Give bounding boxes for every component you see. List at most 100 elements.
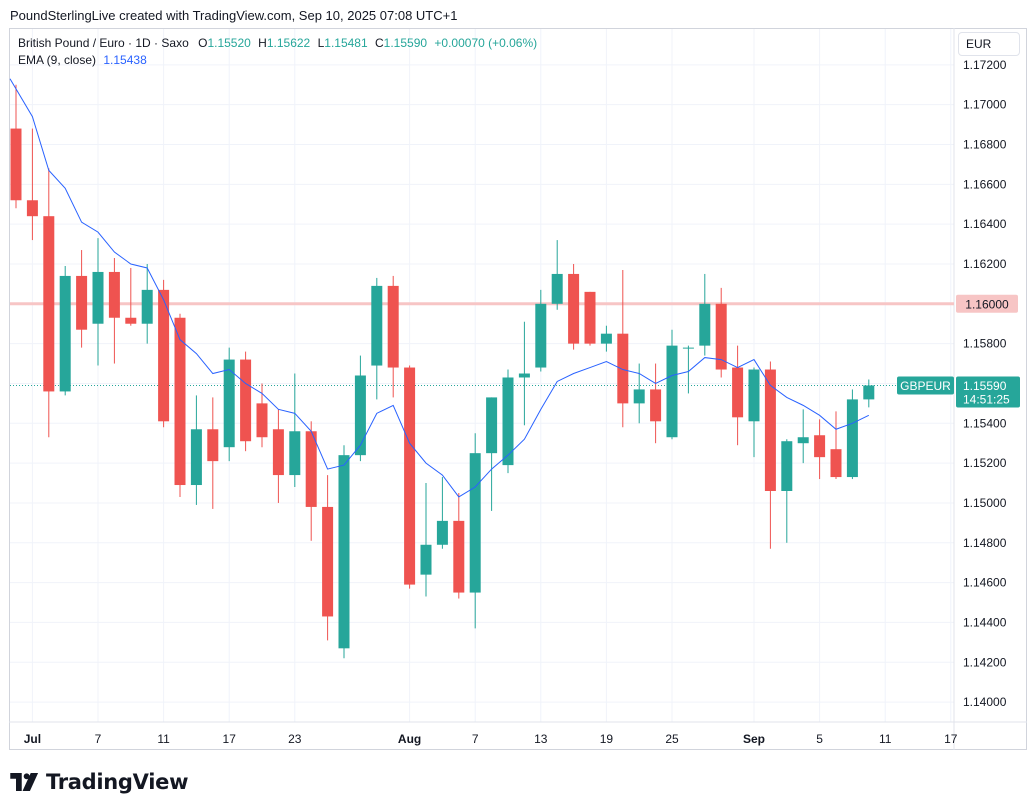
candle [404, 365, 416, 589]
candle-body [830, 449, 842, 478]
candle-body [371, 285, 383, 366]
candle-body [387, 285, 399, 368]
candle-body [174, 317, 186, 486]
candle-body [141, 289, 153, 324]
high-label: H [258, 36, 267, 50]
open-label: O [198, 36, 208, 50]
x-tick-label: Aug [398, 732, 421, 746]
candle [486, 397, 498, 511]
low-value: 1.15481 [324, 36, 368, 50]
attribution-header: PoundSterlingLive created with TradingVi… [10, 8, 458, 23]
level-tag-bg [956, 294, 1018, 313]
candle [207, 397, 219, 509]
y-tick-label: 1.15400 [963, 416, 1007, 430]
level-tag-text: 1.16000 [965, 297, 1009, 311]
y-tick-label: 1.15200 [963, 456, 1007, 470]
candle [223, 347, 235, 462]
candle-body [650, 389, 662, 422]
candle [568, 263, 580, 350]
candle [617, 269, 629, 428]
candle-body [26, 200, 38, 217]
y-tick-label: 1.14400 [963, 615, 1007, 629]
close-value: 1.15590 [383, 36, 428, 50]
candle-body [535, 303, 547, 368]
candle-body [617, 333, 629, 404]
candle-body [453, 520, 465, 593]
candle-body [715, 303, 727, 370]
candle [92, 238, 104, 366]
candle-body [764, 369, 776, 491]
candle [338, 445, 350, 659]
symbol-tag-text: GBPEUR [900, 379, 951, 393]
tradingview-logo[interactable]: TradingView [10, 768, 188, 796]
candle [518, 321, 530, 426]
candle-body [59, 275, 71, 392]
y-tick-label: 1.16600 [963, 177, 1007, 191]
candle [830, 411, 842, 480]
ema-polyline [9, 78, 870, 498]
x-tick-label: 7 [472, 732, 479, 746]
symbol-tag-bg [897, 376, 954, 395]
x-tick-label: 25 [665, 732, 679, 746]
candle-body [305, 431, 317, 507]
candle [354, 355, 366, 462]
x-tick-label: Jul [24, 732, 41, 746]
ema-line [9, 78, 870, 498]
candle-body [289, 431, 301, 476]
candle [666, 329, 678, 440]
candle-body [666, 345, 678, 438]
candle-body [732, 367, 744, 418]
open-value: 1.15520 [207, 36, 251, 50]
candle-body [797, 437, 809, 444]
candle [43, 168, 55, 438]
low-label: L [317, 36, 325, 50]
time-axis[interactable]: Jul 7 11 17 23 Aug 7 13 19 25 Sep 5 11 17 [24, 732, 958, 746]
candle-body [600, 333, 612, 344]
chart-frame [9, 28, 1027, 750]
candle [10, 84, 22, 209]
candle-body [748, 369, 760, 422]
candle [797, 409, 809, 464]
candle [535, 289, 547, 372]
y-tick-label: 1.14600 [963, 576, 1007, 590]
candle [108, 258, 120, 364]
ema-legend: EMA (9, close) 1.15438 [18, 53, 147, 67]
candle-body [486, 397, 498, 454]
candle [371, 277, 383, 400]
candle [158, 279, 170, 428]
y-tick-label: 1.17000 [963, 98, 1007, 112]
candle-body [272, 429, 284, 476]
change-value: +0.00070 (+0.06%) [434, 36, 538, 50]
x-tick-label: 23 [288, 732, 302, 746]
candle-body [699, 303, 711, 346]
x-tick-label: Sep [743, 732, 765, 746]
ema-label: EMA (9, close) [18, 53, 97, 67]
x-tick-label: 17 [944, 732, 958, 746]
y-tick-label: 1.16200 [963, 257, 1007, 271]
candle [814, 419, 826, 480]
currency-button[interactable]: EUR [958, 32, 1020, 56]
ema-value: 1.15438 [103, 53, 147, 67]
candle-body [322, 506, 334, 617]
candle-body [420, 544, 432, 575]
candle-body [76, 275, 88, 330]
candle-body [584, 291, 596, 344]
candle [502, 369, 514, 474]
candle [584, 291, 596, 346]
candle [600, 325, 612, 352]
x-tick-label: 7 [95, 732, 102, 746]
candle [650, 363, 662, 444]
candle [125, 267, 137, 326]
candle-body [846, 399, 858, 478]
candle [453, 492, 465, 599]
x-tick-label: 13 [534, 732, 548, 746]
y-tick-label: 1.14800 [963, 536, 1007, 550]
candle [190, 395, 202, 505]
candle-body [404, 367, 416, 585]
countdown-text: 14:51:25 [963, 392, 1010, 406]
candle [551, 240, 563, 310]
tradingview-logo-text: TradingView [46, 770, 189, 794]
candle [863, 379, 875, 408]
candle-body [125, 317, 137, 324]
